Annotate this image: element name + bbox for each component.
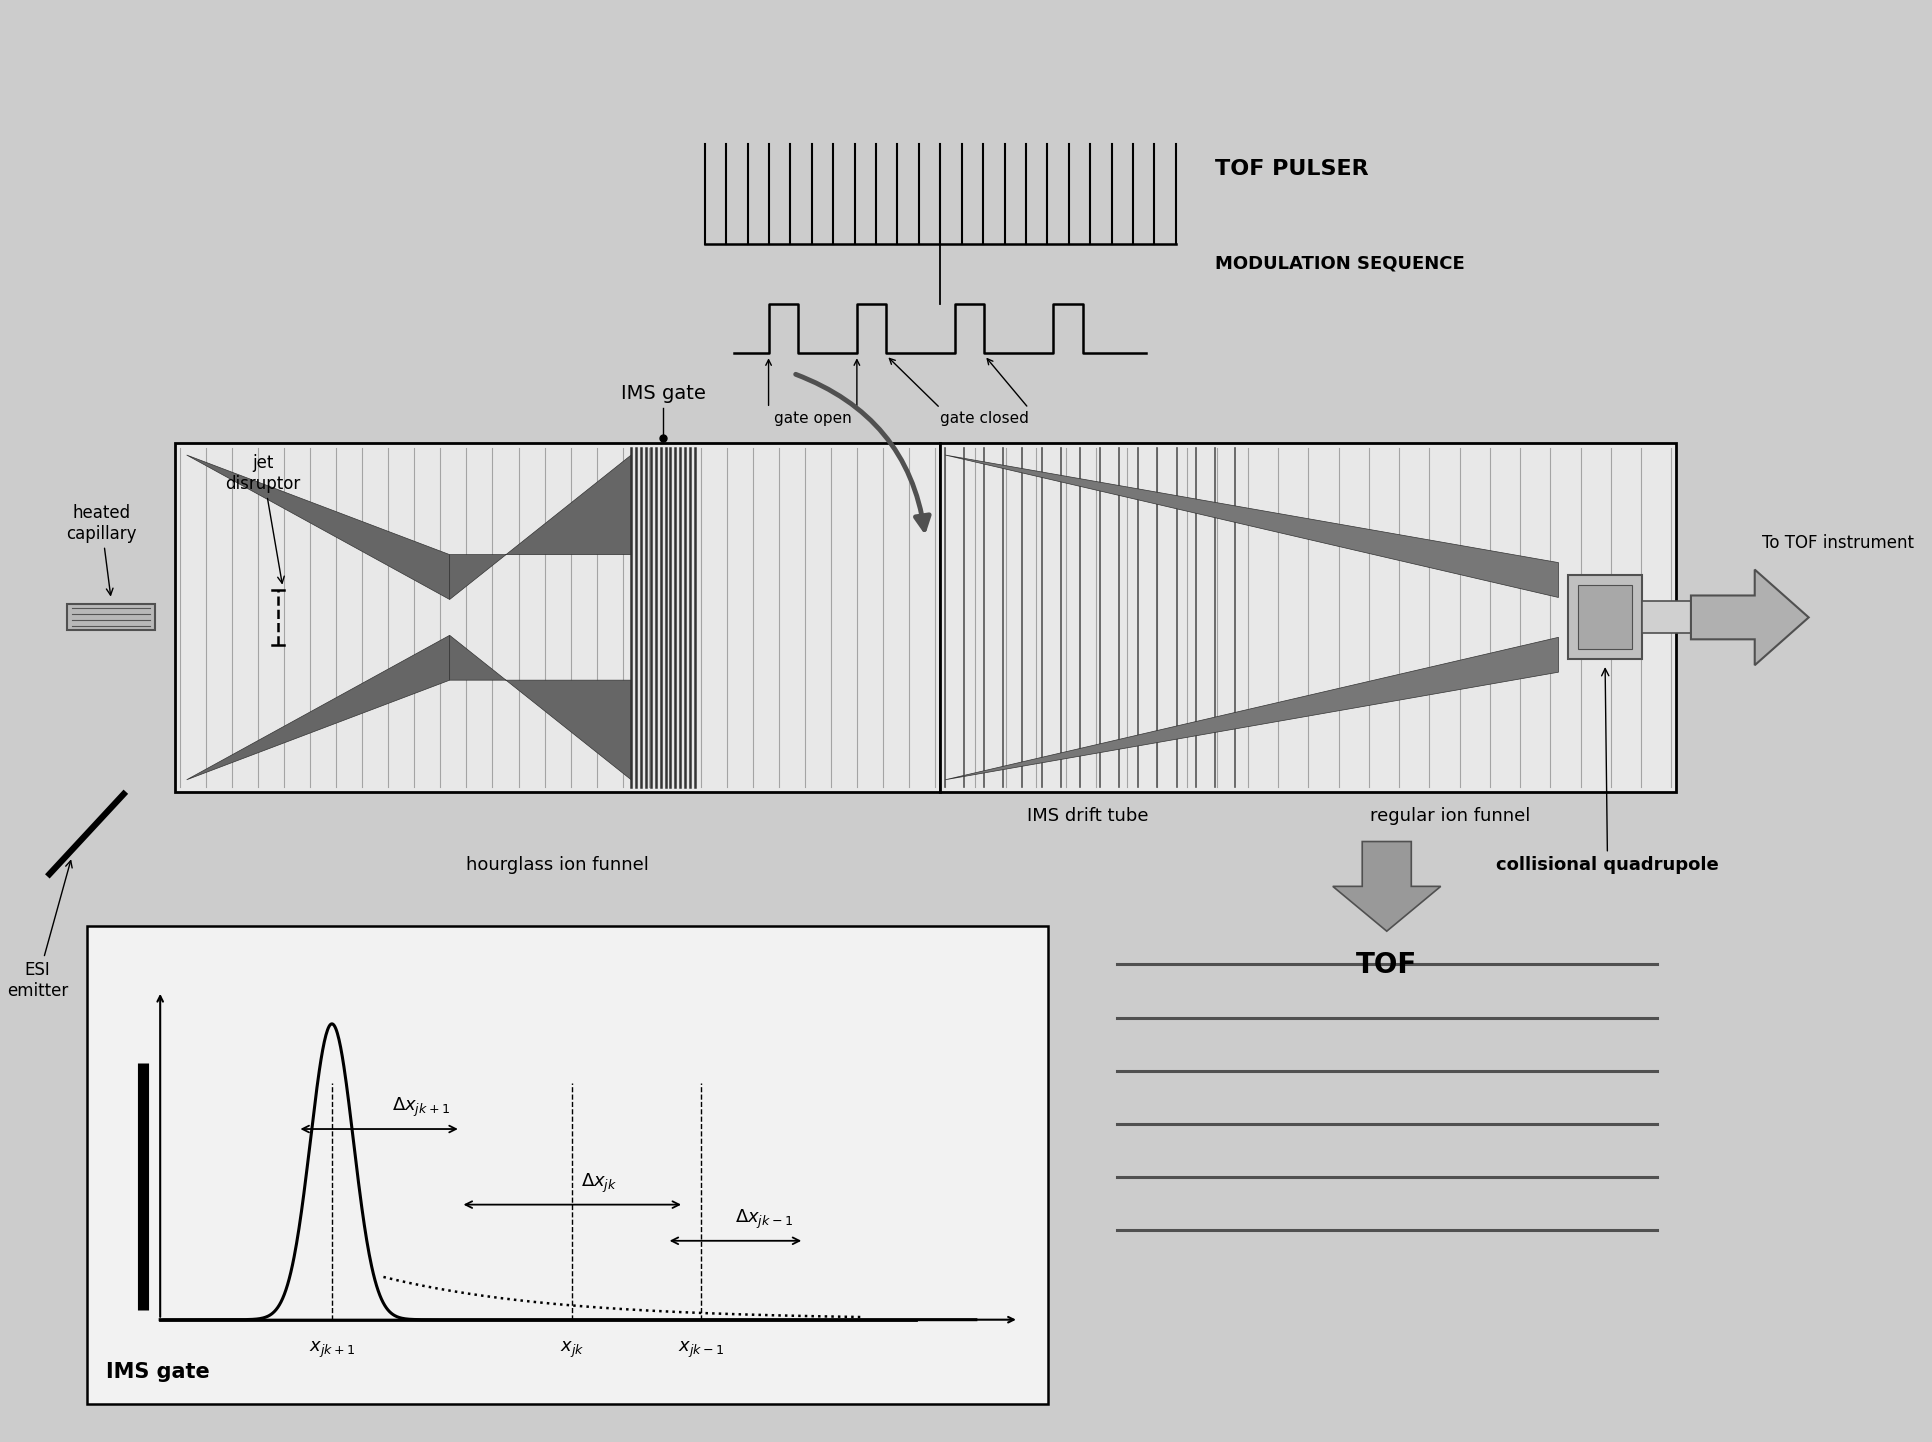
Text: gate open: gate open (773, 411, 852, 427)
Text: TOF PULSER: TOF PULSER (1215, 159, 1368, 179)
Text: hourglass ion funnel: hourglass ion funnel (466, 857, 649, 874)
Text: TOF: TOF (1356, 952, 1416, 979)
Polygon shape (187, 636, 450, 780)
Bar (1567, 574, 1640, 659)
Bar (1640, 601, 1690, 633)
Text: ESI
emitter: ESI emitter (8, 861, 71, 999)
Text: $x_{jk-1}$: $x_{jk-1}$ (678, 1340, 724, 1360)
Polygon shape (450, 456, 632, 600)
Text: gate closed: gate closed (939, 411, 1028, 427)
Polygon shape (945, 456, 1557, 597)
Polygon shape (450, 636, 632, 780)
Bar (174, 443, 939, 792)
Bar (939, 443, 1675, 792)
Text: To TOF instrument: To TOF instrument (1762, 534, 1913, 552)
Polygon shape (945, 637, 1557, 780)
Text: $\Delta x_{jk-1}$: $\Delta x_{jk-1}$ (734, 1207, 794, 1231)
Text: collisional quadrupole: collisional quadrupole (1495, 669, 1718, 874)
Bar (87, 926, 1047, 1405)
Text: IMS gate: IMS gate (106, 1363, 211, 1383)
Text: IMS drift tube: IMS drift tube (1026, 806, 1148, 825)
Bar (1577, 584, 1631, 649)
Text: MODULATION SEQUENCE: MODULATION SEQUENCE (1215, 255, 1464, 273)
Text: IMS gate: IMS gate (620, 384, 705, 404)
Text: $\Delta x_{jk}$: $\Delta x_{jk}$ (582, 1171, 616, 1194)
Text: $x_{jk}$: $x_{jk}$ (560, 1340, 583, 1360)
Polygon shape (187, 456, 450, 600)
Text: $x_{jk+1}$: $x_{jk+1}$ (309, 1340, 355, 1360)
Polygon shape (1690, 570, 1808, 665)
Bar (68, 604, 155, 630)
Text: heated
capillary: heated capillary (66, 503, 137, 596)
Text: $\Delta x_{jk+1}$: $\Delta x_{jk+1}$ (392, 1096, 450, 1119)
Text: regular ion funnel: regular ion funnel (1370, 806, 1530, 825)
Polygon shape (1331, 842, 1439, 932)
Text: jet
disruptor: jet disruptor (226, 454, 301, 583)
